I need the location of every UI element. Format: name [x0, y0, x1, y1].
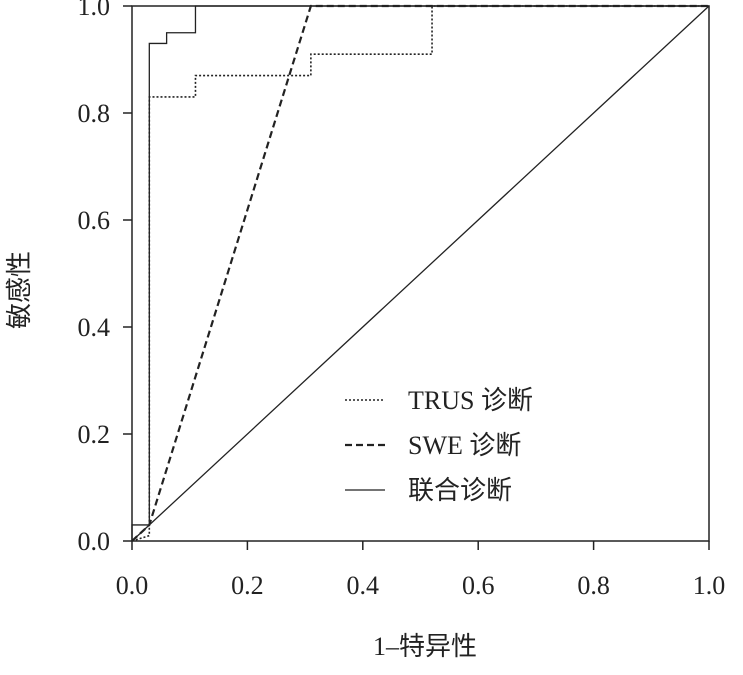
- legend-label: SWE 诊断: [408, 431, 521, 460]
- x-tick-label: 0.6: [462, 571, 495, 600]
- x-tick-label: 0.2: [231, 571, 264, 600]
- y-axis-label: 敏感性: [5, 251, 34, 329]
- y-tick-label: 0.6: [78, 206, 111, 235]
- x-tick-label: 0.0: [116, 571, 149, 600]
- x-tick-label: 1.0: [693, 571, 726, 600]
- y-tick-label: 1.0: [78, 0, 111, 21]
- y-tick-label: 0.0: [78, 527, 111, 556]
- y-tick-label: 0.4: [78, 313, 111, 342]
- curve: [131, 5, 710, 542]
- x-tick-label: 0.4: [347, 571, 380, 600]
- y-tick-label: 0.8: [78, 99, 111, 128]
- curve: [131, 5, 709, 541]
- x-tick-label: 0.8: [577, 571, 610, 600]
- legend-label: TRUS 诊断: [408, 386, 533, 415]
- y-tick-label: 0.2: [78, 420, 111, 449]
- curve: [131, 4, 709, 542]
- legend-label: 联合诊断: [408, 476, 512, 505]
- x-axis-label: 1–特异性: [373, 632, 477, 661]
